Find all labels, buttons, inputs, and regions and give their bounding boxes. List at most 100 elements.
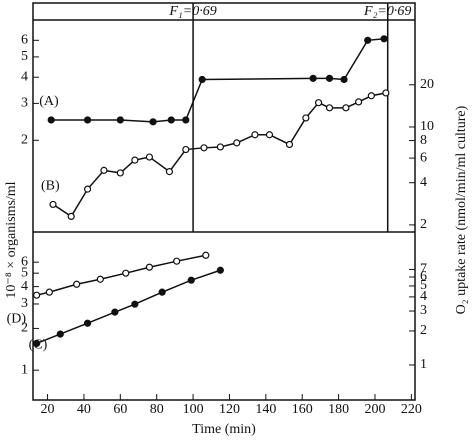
data-point bbox=[187, 276, 195, 284]
series-line bbox=[36, 254, 206, 296]
x-tick-label: 100 bbox=[183, 402, 204, 417]
y2-tick-label: 2 bbox=[420, 323, 427, 338]
data-point bbox=[116, 169, 124, 177]
y2-tick-label: 20 bbox=[420, 77, 434, 92]
data-point bbox=[342, 104, 350, 112]
y-tick-label: 6 bbox=[21, 33, 28, 48]
data-point bbox=[165, 168, 174, 176]
data-point bbox=[131, 300, 139, 308]
data-point bbox=[367, 92, 375, 100]
y2-tick-label: 4 bbox=[420, 289, 427, 304]
data-point bbox=[83, 185, 92, 193]
data-point bbox=[167, 116, 175, 124]
data-point bbox=[45, 288, 53, 296]
data-point bbox=[47, 116, 55, 124]
y-tick-label: 5 bbox=[21, 49, 28, 64]
x-tick-label: 140 bbox=[255, 402, 276, 417]
y-tick-label: 4 bbox=[21, 279, 28, 294]
data-point bbox=[49, 200, 57, 209]
x-axis-label: Time (min) bbox=[192, 422, 256, 437]
y2-tick-label: 1 bbox=[420, 357, 427, 372]
data-point bbox=[302, 114, 310, 122]
data-point bbox=[216, 266, 224, 274]
data-point bbox=[182, 116, 190, 124]
x-tick-label: 120 bbox=[219, 402, 240, 417]
series-label: (C) bbox=[29, 338, 48, 353]
data-point bbox=[325, 74, 334, 82]
data-point bbox=[96, 275, 104, 283]
series-line bbox=[52, 92, 387, 218]
data-point bbox=[364, 36, 372, 44]
y2-axis-label: O₂ uptake rate (nmol/min/ml culture) bbox=[454, 105, 469, 314]
y2-tick-label: 6 bbox=[420, 150, 427, 165]
data-point bbox=[116, 116, 124, 124]
data-point bbox=[100, 166, 108, 174]
x-tick-label: 20 bbox=[41, 402, 55, 417]
data-point bbox=[265, 131, 274, 139]
data-point bbox=[251, 131, 259, 139]
frame bbox=[32, 2, 416, 401]
series-line bbox=[36, 269, 221, 345]
data-point bbox=[83, 319, 92, 327]
y2-tick-label: 7 bbox=[420, 262, 427, 277]
y2-tick-label: 4 bbox=[420, 175, 427, 190]
x-tick-label: 80 bbox=[150, 402, 164, 417]
y-tick-label: 6 bbox=[21, 254, 28, 269]
y-tick-label: 3 bbox=[21, 96, 28, 111]
data-point bbox=[380, 35, 388, 43]
data-point bbox=[198, 75, 206, 84]
data-point bbox=[314, 99, 323, 107]
x-tick-label: 60 bbox=[113, 402, 127, 417]
series-label: (A) bbox=[39, 94, 59, 109]
x-tick-label: 40 bbox=[77, 402, 91, 417]
data-point bbox=[158, 288, 166, 296]
data-point bbox=[33, 339, 41, 347]
data-point bbox=[285, 140, 294, 149]
y-tick-label: 3 bbox=[21, 296, 28, 311]
data-point bbox=[73, 280, 81, 288]
data-point bbox=[216, 143, 224, 151]
data-point bbox=[145, 153, 154, 161]
data-point bbox=[145, 263, 154, 271]
y2-tick-label: 5 bbox=[420, 278, 427, 293]
data-point bbox=[309, 74, 317, 82]
x-tick-label: 220 bbox=[401, 402, 422, 417]
y-tick-label: 1 bbox=[21, 362, 28, 377]
event-label: F₁=0·69 bbox=[168, 4, 216, 19]
series-label: (B) bbox=[41, 179, 60, 194]
y-axis-label: 10⁻⁸ × organisms/ml bbox=[4, 181, 19, 298]
x-tick-label: 180 bbox=[328, 402, 349, 417]
data-point bbox=[200, 144, 208, 152]
data-point bbox=[33, 291, 41, 299]
y2-tick-label: 3 bbox=[420, 303, 427, 318]
data-point bbox=[111, 308, 119, 316]
data-point bbox=[173, 257, 181, 265]
y2-tick-label: 6 bbox=[420, 269, 427, 284]
y-tick-label: 5 bbox=[21, 265, 28, 280]
series-line bbox=[51, 38, 385, 123]
data-point bbox=[131, 156, 139, 164]
data-point bbox=[340, 75, 348, 84]
data-point bbox=[382, 89, 390, 97]
y-tick-label: 4 bbox=[21, 69, 28, 84]
event-label: F₂=0·69 bbox=[363, 4, 411, 19]
data-point bbox=[67, 212, 75, 221]
series-label: (D) bbox=[7, 311, 27, 326]
data-point bbox=[202, 251, 210, 259]
y2-tick-label: 2 bbox=[420, 217, 427, 232]
data-point bbox=[233, 139, 241, 147]
y2-tick-label: 10 bbox=[420, 119, 434, 134]
x-tick-label: 200 bbox=[364, 402, 385, 417]
y-tick-label: 2 bbox=[21, 133, 28, 148]
data-point bbox=[149, 118, 157, 126]
y2-tick-label: 8 bbox=[420, 133, 427, 148]
x-tick-label: 160 bbox=[292, 402, 313, 417]
data-point bbox=[355, 98, 363, 106]
data-point bbox=[56, 330, 64, 338]
data-point bbox=[182, 145, 190, 154]
data-point bbox=[83, 116, 92, 124]
data-point bbox=[325, 104, 334, 112]
data-point bbox=[122, 269, 130, 277]
y-tick-label: 2 bbox=[21, 321, 28, 336]
